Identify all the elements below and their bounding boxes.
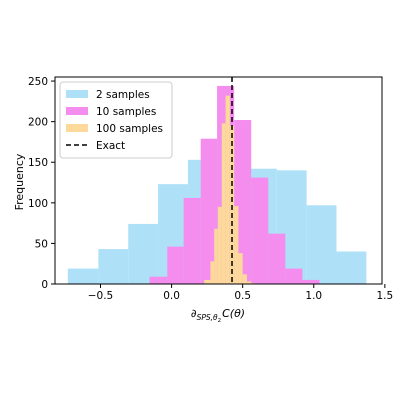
legend-label: Exact — [96, 140, 125, 152]
legend-swatch — [66, 90, 88, 98]
histogram-bar — [229, 125, 235, 285]
legend-box — [59, 81, 173, 159]
x-tick-label: −0.5 — [88, 290, 114, 302]
legend-label: 2 samples — [96, 89, 150, 101]
ticks-layer: −0.5 0.0 0.5 1.0 1.5 0 50 100 150 200 250 — [28, 76, 393, 302]
histogram-bar — [128, 223, 159, 284]
y-axis-label: Frequency — [13, 153, 26, 210]
legend: 2 samples 10 samples 100 samples Exact — [59, 81, 173, 159]
x-axis-label-prefix: ∂ — [191, 307, 197, 320]
bars-layer — [67, 85, 367, 285]
histogram-bar — [285, 268, 303, 284]
histogram-bar — [246, 281, 252, 284]
histogram-bar — [67, 268, 99, 284]
histogram-bar — [210, 261, 215, 284]
legend-label: 10 samples — [96, 106, 156, 118]
y-tick-label: 150 — [28, 157, 48, 169]
histogram-bar — [221, 123, 226, 284]
histogram-bar — [200, 138, 218, 284]
histogram-bar — [234, 206, 239, 284]
histogram-bar — [214, 228, 218, 284]
y-tick-label: 100 — [28, 198, 48, 210]
histogram-bar — [251, 177, 269, 284]
x-axis-label: ∂SPS,θ2C(θ) — [191, 307, 245, 324]
y-tick-label: 250 — [28, 76, 48, 88]
x-axis-label-subscript: SPS,θ — [197, 313, 218, 322]
histogram-bar — [167, 246, 184, 284]
x-tick-label: 1.0 — [305, 290, 322, 302]
histogram-bar — [242, 274, 247, 284]
axes-layer — [54, 76, 383, 285]
histogram-bar — [302, 279, 320, 284]
x-tick-label: 0.0 — [163, 290, 180, 302]
histogram-bar — [225, 95, 230, 284]
x-tick-label: 0.5 — [234, 290, 251, 302]
y-tick-label: 50 — [35, 238, 48, 250]
legend-label: 100 samples — [96, 123, 163, 135]
y-tick-label: 200 — [28, 117, 48, 129]
x-tick-label: 1.5 — [376, 290, 393, 302]
histogram-bar — [306, 205, 337, 284]
histogram-bar — [183, 197, 201, 284]
legend-swatch — [66, 124, 88, 132]
x-axis-label-suffix: C(θ) — [222, 307, 245, 320]
x-axis-label-subsubscript: 2 — [218, 318, 222, 324]
axis-labels-layer: Frequency ∂SPS,θ2C(θ) — [13, 153, 245, 324]
histogram-bar — [238, 253, 243, 284]
histogram-bar — [149, 276, 168, 284]
histogram-bar — [268, 233, 286, 284]
series-2 — [204, 95, 256, 285]
histogram-bar — [217, 206, 222, 284]
histogram-bar — [336, 251, 367, 284]
y-tick-label: 0 — [41, 279, 48, 291]
histogram-bar — [204, 279, 211, 284]
legend-swatch — [66, 107, 88, 115]
histogram-bar — [98, 249, 129, 284]
plot-frame — [54, 76, 383, 285]
